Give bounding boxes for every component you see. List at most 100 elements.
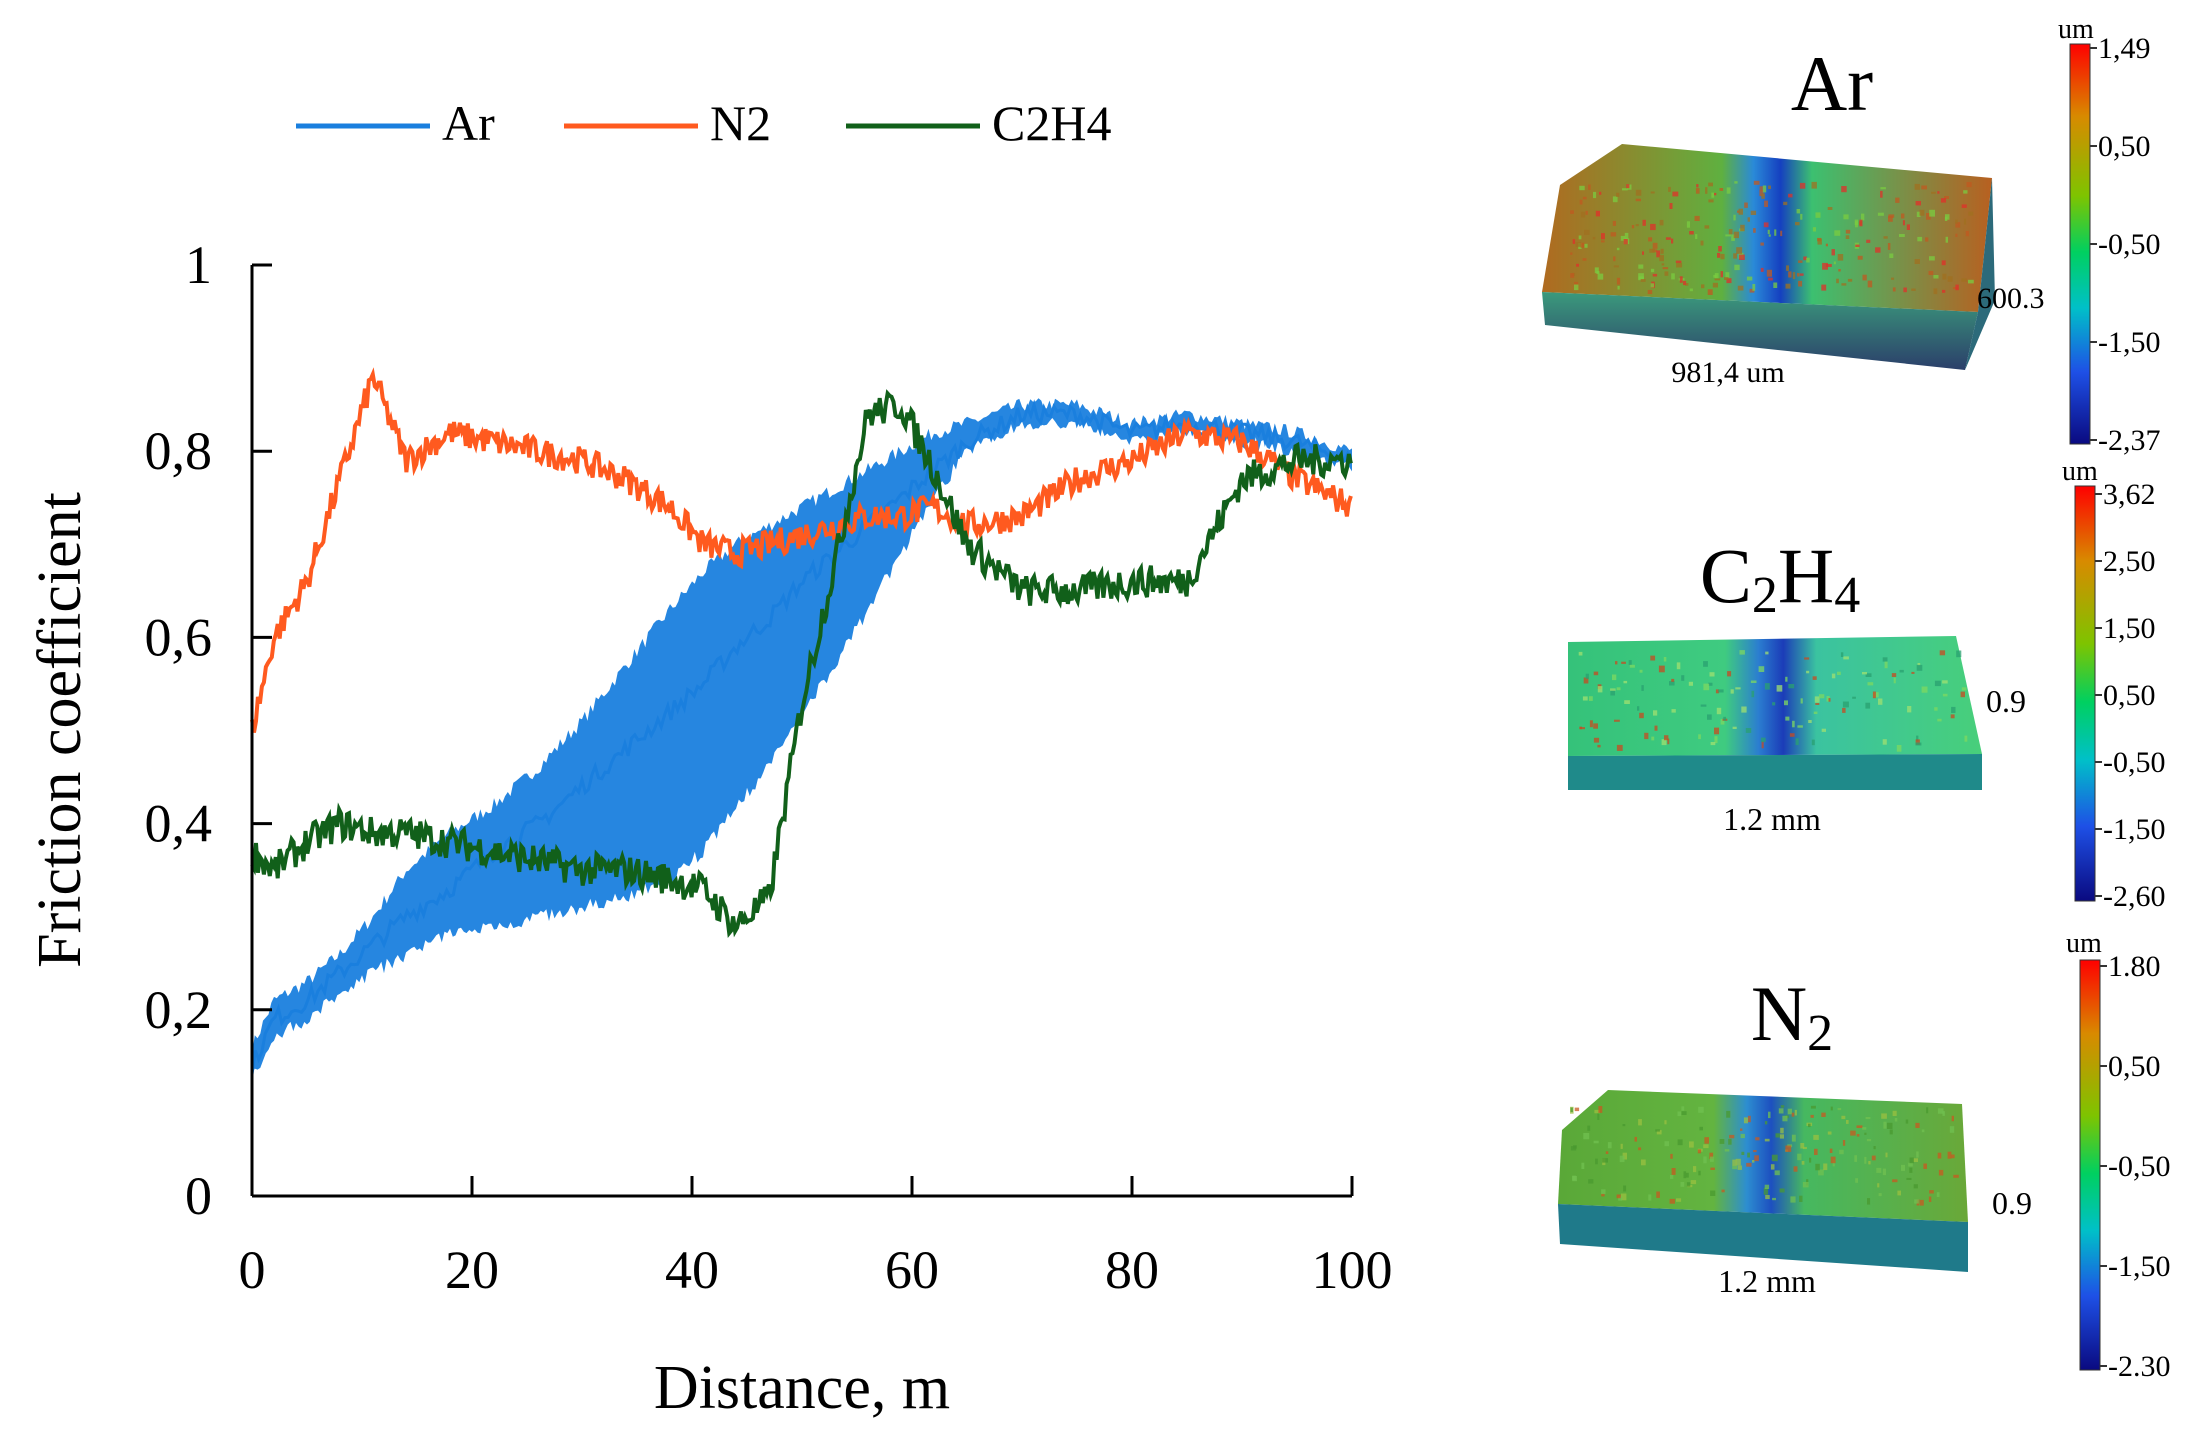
surface-texture-speck [1878,698,1883,705]
surface-texture-speck [1868,1161,1871,1165]
surface-texture-speck [1655,1129,1660,1132]
surface-texture-speck [1704,225,1710,229]
surface-texture-speck [1621,661,1626,664]
surface-texture-speck [1950,714,1955,719]
surface-texture-speck [1856,1134,1860,1137]
surface-texture-speck [1899,669,1904,673]
surface-texture-speck [1712,282,1718,288]
surface-texture-speck [1837,1108,1842,1111]
surface-texture-speck [1934,680,1941,687]
colorbar-tick-label: 3,62 [2103,478,2156,511]
surface-texture-speck [1866,239,1871,243]
surface-texture-speck [1631,225,1635,229]
colorbar-tick-label: -1,50 [2103,813,2166,846]
surface-texture-speck [1638,273,1644,281]
surface-texture-speck [1635,198,1641,202]
surface-texture-speck [1834,230,1841,236]
surface-texture-speck [1917,663,1921,666]
surface-texture-speck [1779,1188,1785,1193]
panel-n2-unit: um [2066,928,2102,959]
surface-texture-speck [1588,184,1591,190]
surface-texture-speck [1686,1182,1691,1187]
surface-texture-speck [1859,219,1863,227]
panel-c2h4-title-sub: 2 [1752,567,1778,624]
surface-texture-speck [1721,1189,1725,1193]
surface-texture-speck [1942,289,1946,293]
surface-texture-speck [1723,716,1727,721]
colorbar-tick-label: -2.30 [2108,1350,2171,1383]
surface-texture-speck [1764,200,1768,207]
surface-texture-speck [1800,213,1803,220]
surface-texture-speck [1761,193,1765,199]
surface-texture-speck [1828,698,1831,702]
n2-series-line [250,367,1353,733]
surface-texture-speck [1771,1154,1778,1162]
surface-texture-speck [1593,191,1597,199]
surface-texture-speck [1909,1157,1914,1164]
surface-texture-speck [1661,263,1665,266]
surface-texture-speck [1726,278,1732,284]
surface-texture-speck [1872,691,1876,699]
surface-texture-speck [1895,197,1900,203]
surface-texture-speck [1802,1182,1809,1188]
surface-texture-speck [1877,212,1884,216]
surface-texture-speck [1768,234,1771,237]
surface-texture-speck [1841,186,1847,193]
surface-texture-speck [1814,696,1820,703]
surface-texture-speck [1594,1109,1600,1114]
surface-texture-speck [1596,271,1600,274]
surface-texture-speck [1916,1151,1919,1158]
surface-texture-speck [1616,277,1621,285]
surface-texture-speck [1652,273,1658,277]
colorbar-tick-label: -2,60 [2103,880,2166,913]
surface-texture-speck [1773,282,1778,288]
surface-texture-speck [1615,661,1618,665]
surface-texture-speck [1592,236,1596,240]
surface-texture-speck [1937,1152,1942,1159]
surface-texture-speck [1753,228,1756,233]
surface-texture-speck [1582,196,1587,200]
surface-texture-speck [1926,213,1931,220]
surface-texture-speck [1867,1198,1871,1205]
surface-texture-speck [1681,1106,1685,1111]
surface-texture-speck [1583,677,1589,684]
surface-texture-speck [1854,219,1859,225]
surface-texture-speck [1601,1193,1605,1197]
surface-texture-speck [1601,240,1605,243]
surface-texture-speck [1724,277,1729,280]
surface-texture-speck [1792,720,1795,728]
surface-texture-speck [1749,288,1755,293]
surface-texture-speck [1720,271,1723,278]
surface-texture-speck [1877,1183,1880,1188]
surface-texture-speck [1588,1179,1594,1184]
surface-texture-speck [1570,273,1575,278]
surface-texture-speck [1818,694,1825,699]
surface-texture-speck [1676,1198,1682,1202]
surface-texture-speck [1843,656,1849,660]
surface-texture-speck [1774,229,1777,236]
surface-texture-speck [1599,191,1602,195]
surface-texture-speck [1626,184,1630,189]
panel-c2h4-depth-label: 0.9 [1986,683,2026,719]
x-axis-label: Distance, m [654,1354,950,1422]
surface-texture-speck [1915,201,1921,206]
surface-texture-speck [1576,263,1579,267]
surface-texture-speck [1668,186,1671,192]
surface-texture-speck [1584,229,1590,235]
surface-texture-speck [1750,680,1757,683]
panel-c2h4-surface-image [1568,636,1982,790]
surface-texture-speck [1806,670,1810,674]
surface-texture-speck [1914,1199,1919,1204]
surface-texture-speck [1798,280,1803,287]
panel-c2h4-colorbar-ticks: 3,62 2,50 1,50 0,50 -0,50 -1,50 -2,60 [2095,478,2166,913]
surface-texture-speck [1901,1164,1905,1171]
surface-texture-speck [1726,187,1731,194]
surface-texture-speck [1912,1158,1918,1162]
legend-label-ar: Ar [442,95,495,151]
surface-texture-speck [1911,671,1915,674]
surface-texture-speck [1857,255,1863,260]
plot-area: 00,20,40,60,81 0 20 40 60 80 100 Distance, m … [26,235,1393,1422]
surface-texture-speck [1888,214,1895,218]
surface-texture-speck [1837,254,1844,261]
